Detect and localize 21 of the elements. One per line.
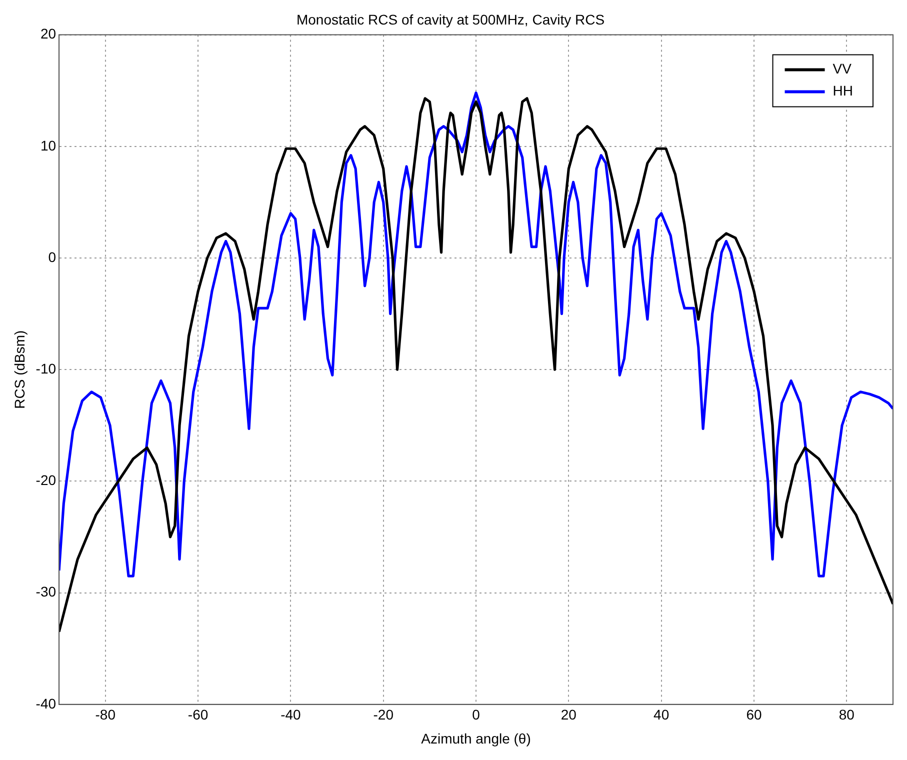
y-tick-label: -40	[36, 695, 56, 712]
y-tick-label: -20	[36, 472, 56, 488]
y-tick-label: -10	[36, 360, 56, 376]
chart-title: Monostatic RCS of cavity at 500MHz, Cavity RCS	[296, 11, 605, 28]
y-tick-label: -30	[36, 584, 56, 600]
y-tick-label: 20	[40, 26, 56, 42]
x-axis-title: Azimuth angle (θ)	[421, 730, 531, 746]
x-tick-label: 20	[560, 706, 577, 723]
y-axis-title: RCS (dBsm)	[11, 330, 28, 409]
y-tick-label: 0	[48, 248, 56, 265]
x-tick-label: -80	[95, 706, 116, 723]
legend-label: VV	[832, 60, 852, 77]
x-tick-label: -40	[280, 706, 302, 723]
x-tick-label: -20	[373, 706, 394, 723]
y-tick-label: 10	[40, 137, 56, 154]
legend-label: HH	[832, 82, 854, 99]
x-tick-label: 60	[746, 706, 762, 723]
x-tick-label: 80	[838, 706, 855, 723]
x-tick-label: 0	[472, 706, 480, 723]
x-tick-label: 40	[654, 706, 670, 723]
x-tick-label: -60	[188, 706, 208, 723]
